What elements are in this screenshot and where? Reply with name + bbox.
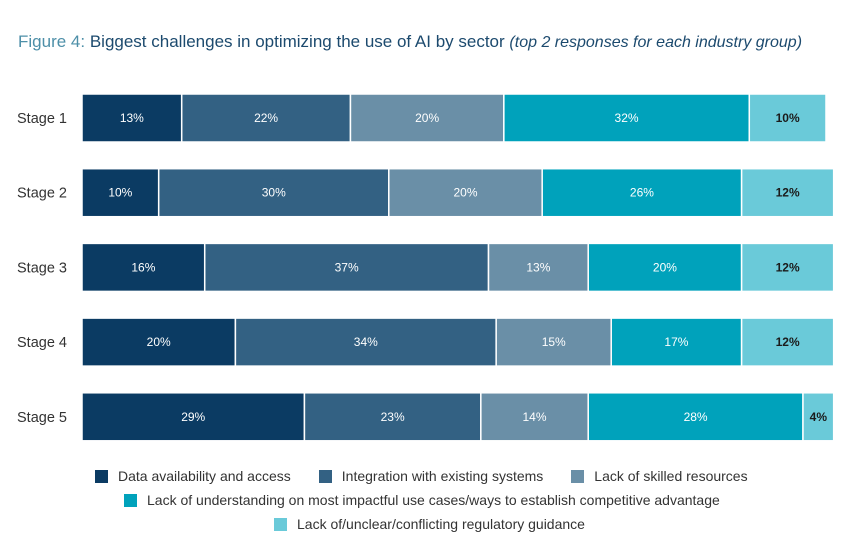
bar-segment xyxy=(81,392,306,442)
data-label: 30% xyxy=(262,186,286,200)
legend-label: Lack of skilled resources xyxy=(594,468,748,484)
data-label: 20% xyxy=(453,186,477,200)
bar-segment xyxy=(480,392,589,442)
title-note: (top 2 responses for each industry group… xyxy=(509,34,803,51)
bar-segment xyxy=(740,167,835,218)
stacked-bar-chart: Stage 1 13% 22% 20% 32% 10% Stage 2 10% 30% 20% 26… xyxy=(17,93,835,442)
y-axis-label: Stage 4 xyxy=(17,335,67,351)
data-label: 10% xyxy=(108,186,132,200)
legend-item: Lack of understanding on most impactful … xyxy=(124,492,720,508)
y-axis-label: Stage 3 xyxy=(17,260,67,276)
legend-swatch xyxy=(124,493,137,507)
data-label: 12% xyxy=(776,335,800,349)
bar-segment xyxy=(495,317,612,367)
data-label: 28% xyxy=(684,410,708,424)
legend-row: Lack of/unclear/conflicting regulatory g… xyxy=(274,516,585,532)
title-main: Biggest challenges in optimizing the use… xyxy=(89,32,505,51)
y-axis-label: Stage 2 xyxy=(17,186,67,202)
data-label: 16% xyxy=(131,260,155,274)
y-axis-label: Stage 1 xyxy=(17,111,67,127)
data-label: 20% xyxy=(653,260,677,274)
y-axis-label: Stage 5 xyxy=(17,410,67,426)
legend-label: Integration with existing systems xyxy=(341,468,544,484)
data-label: 17% xyxy=(664,335,688,349)
bar-segment xyxy=(610,317,743,367)
legend-label: Lack of understanding on most impactful … xyxy=(147,492,720,508)
bar-segment xyxy=(81,93,183,143)
bar-segment xyxy=(487,242,589,293)
legend-item: Data availability and access xyxy=(95,468,291,484)
legend-label: Lack of/unclear/conflicting regulatory g… xyxy=(297,516,585,532)
data-label: 29% xyxy=(181,410,205,424)
bar-segment xyxy=(740,317,835,367)
bar-segment xyxy=(587,392,804,442)
data-label: 32% xyxy=(615,111,639,125)
bar-segment xyxy=(303,392,482,442)
data-label: 13% xyxy=(526,260,550,274)
bar-segment xyxy=(740,242,835,293)
legend-swatch xyxy=(571,469,585,483)
bar-segment xyxy=(349,93,505,143)
legend-swatch xyxy=(318,469,332,483)
data-label: 23% xyxy=(381,410,405,424)
data-label: 13% xyxy=(120,111,144,125)
legend-label: Data availability and access xyxy=(118,468,291,484)
legend-row: Lack of understanding on most impactful … xyxy=(124,492,720,508)
figure-label: Figure 4: xyxy=(18,32,86,51)
data-label: 4% xyxy=(810,410,828,424)
data-label: 10% xyxy=(776,111,800,125)
data-label: 20% xyxy=(415,111,439,125)
data-label: 14% xyxy=(523,410,547,424)
bar-segment xyxy=(748,93,827,143)
bar-segment xyxy=(541,167,743,218)
bar-segment xyxy=(157,167,390,218)
data-label: 12% xyxy=(776,260,800,274)
bar-segment xyxy=(180,93,352,143)
data-label: 26% xyxy=(630,186,654,200)
chart-title: Figure 4: Biggest challenges in optimizi… xyxy=(18,32,802,52)
legend-item: Lack of skilled resources xyxy=(571,468,748,484)
data-label: 34% xyxy=(354,335,378,349)
data-label: 22% xyxy=(254,111,278,125)
legend-item: Integration with existing systems xyxy=(318,468,544,484)
legend-item: Lack of/unclear/conflicting regulatory g… xyxy=(274,516,585,532)
bar-segment xyxy=(81,317,237,367)
data-label: 37% xyxy=(335,260,359,274)
legend-swatch xyxy=(274,517,287,531)
legend-row: Data availability and access Integration … xyxy=(95,468,748,484)
data-label: 15% xyxy=(542,335,566,349)
bar-segment xyxy=(81,242,206,293)
legend-swatch xyxy=(95,469,108,483)
bar-segment xyxy=(802,392,835,442)
data-label: 20% xyxy=(147,335,171,349)
bar-segment xyxy=(234,317,497,367)
data-label: 12% xyxy=(776,186,800,200)
